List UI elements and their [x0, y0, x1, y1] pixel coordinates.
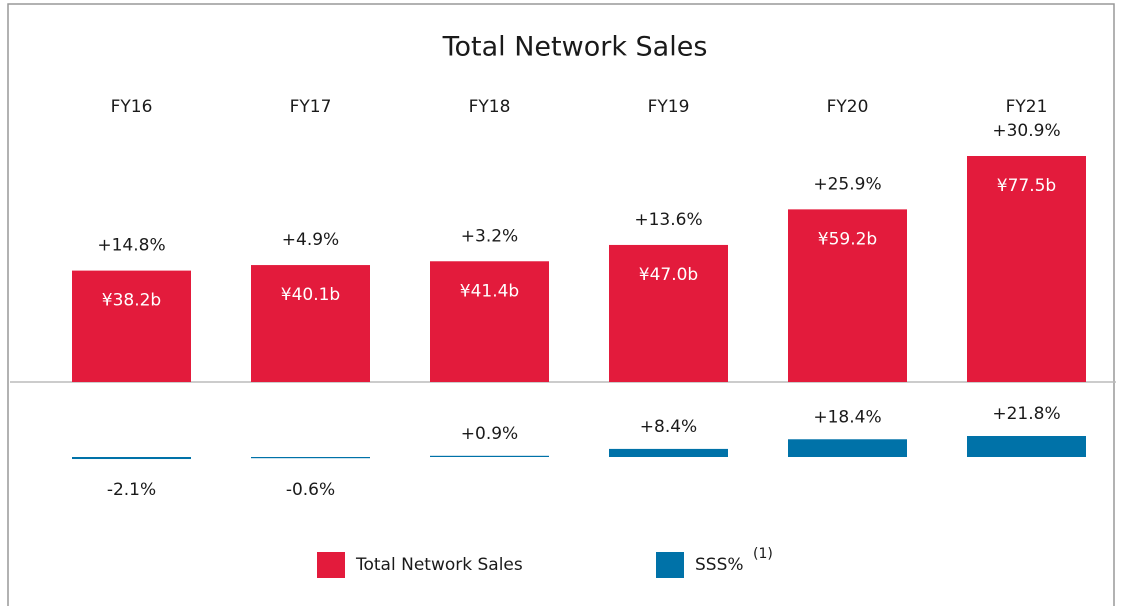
growth-label: +14.8%: [97, 236, 165, 256]
x-tick-label: FY19: [648, 97, 690, 117]
sss-label: -0.6%: [286, 480, 335, 500]
sss-label: +21.8%: [992, 404, 1060, 424]
bar: [430, 261, 549, 382]
x-tick-label: FY18: [469, 97, 511, 117]
sss-bar: [788, 439, 907, 457]
bar: [72, 270, 191, 382]
value-label: ¥59.2b: [818, 229, 877, 249]
growth-label: +30.9%: [992, 121, 1060, 141]
sss-bar: [251, 457, 370, 459]
x-tick-label: FY20: [827, 97, 869, 117]
bar: [609, 244, 728, 382]
sss-label: -2.1%: [107, 480, 156, 500]
x-tick-label: FY16: [111, 97, 153, 117]
growth-label: +3.2%: [461, 226, 518, 246]
x-tick-label: FY17: [290, 97, 332, 117]
growth-label: +25.9%: [813, 174, 881, 194]
sss-bar: [609, 448, 728, 457]
x-tick-label: FY21: [1006, 97, 1048, 117]
legend-label: Total Network Sales: [355, 555, 523, 575]
sss-label: +8.4%: [640, 417, 697, 437]
sss-bar: [967, 436, 1086, 457]
legend-note: (1): [753, 546, 773, 562]
value-label: ¥77.5b: [997, 176, 1056, 196]
sss-bar: [430, 455, 549, 457]
sss-label: +0.9%: [461, 424, 518, 444]
legend-label: SSS%: [695, 555, 744, 575]
legend-swatch: [317, 552, 345, 578]
value-label: ¥41.4b: [460, 281, 519, 301]
growth-label: +4.9%: [282, 230, 339, 250]
value-label: ¥40.1b: [281, 285, 340, 305]
bar: [251, 265, 370, 382]
bar: [967, 156, 1086, 382]
legend-swatch: [656, 552, 684, 578]
value-label: ¥47.0b: [639, 265, 698, 285]
frame: [7, 3, 1115, 606]
bar: [788, 209, 907, 382]
chart-title: Total Network Sales: [442, 32, 708, 63]
value-label: ¥38.2b: [102, 291, 161, 311]
growth-label: +13.6%: [634, 210, 702, 230]
sss-bar: [72, 457, 191, 460]
sss-label: +18.4%: [813, 407, 881, 427]
